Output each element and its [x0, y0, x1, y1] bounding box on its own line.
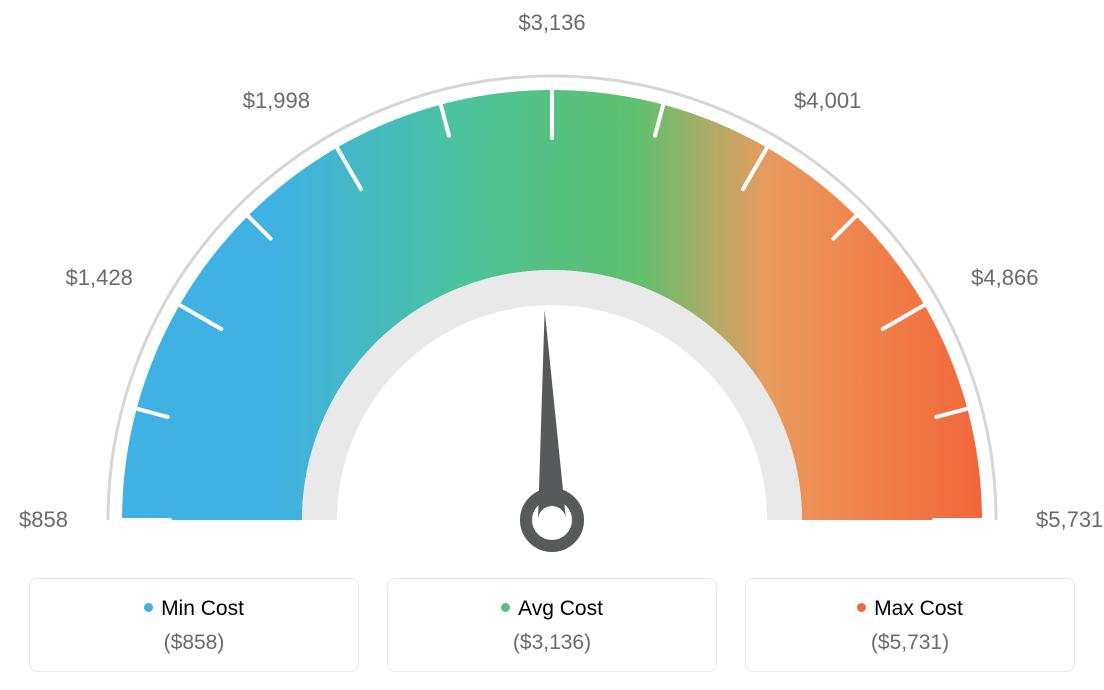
legend-card-min: Min Cost ($858) [29, 578, 359, 672]
gauge-svg [52, 30, 1052, 570]
tick-label-3: $3,136 [518, 10, 585, 36]
legend-value-min: ($858) [40, 631, 348, 655]
tick-label-0: $858 [19, 507, 68, 533]
legend-label-avg: Avg Cost [518, 597, 603, 620]
legend-title-min: Min Cost [40, 597, 348, 621]
legend-row: Min Cost ($858) Avg Cost ($3,136) Max Co… [0, 578, 1104, 672]
tick-label-6: $5,731 [1036, 507, 1103, 533]
cost-gauge-chart: $858 $1,428 $1,998 $3,136 $4,001 $4,866 $5,731… [0, 0, 1104, 690]
tick-label-2: $1,998 [243, 88, 310, 114]
legend-label-min: Min Cost [161, 597, 244, 620]
legend-value-max: ($5,731) [756, 631, 1064, 655]
tick-label-5: $4,866 [971, 265, 1038, 291]
legend-card-max: Max Cost ($5,731) [745, 578, 1075, 672]
legend-dot-max [857, 603, 866, 612]
legend-dot-min [144, 603, 153, 612]
legend-card-avg: Avg Cost ($3,136) [387, 578, 717, 672]
legend-title-max: Max Cost [756, 597, 1064, 621]
legend-title-avg: Avg Cost [398, 597, 706, 621]
tick-label-4: $4,001 [794, 88, 861, 114]
legend-value-avg: ($3,136) [398, 631, 706, 655]
tick-label-1: $1,428 [66, 265, 133, 291]
legend-label-max: Max Cost [874, 597, 963, 620]
legend-dot-avg [501, 603, 510, 612]
gauge-area: $858 $1,428 $1,998 $3,136 $4,001 $4,866 $5,731 [0, 0, 1104, 560]
